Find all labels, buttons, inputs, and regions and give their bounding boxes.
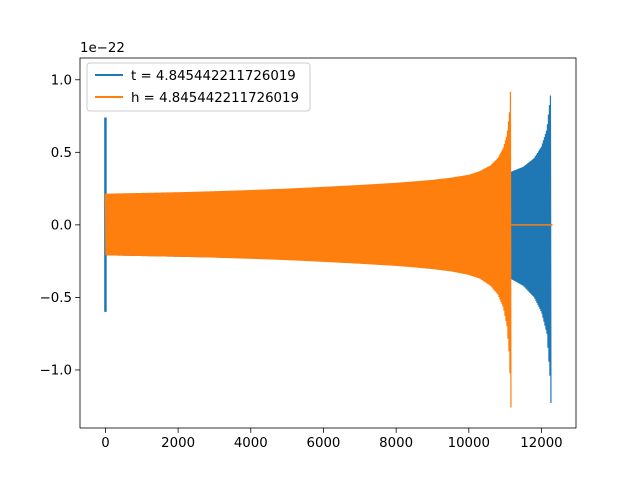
y-tick-label: −0.5: [40, 291, 72, 306]
x-tick-label: 12000: [520, 436, 562, 451]
series-1: [104, 91, 553, 408]
y-tick-label: 0.0: [51, 219, 72, 234]
x-tick-label: 4000: [234, 436, 268, 451]
x-tick-label: 2000: [161, 436, 195, 451]
legend-label-h: h = 4.845442211726019: [131, 91, 299, 106]
x-tick-label: 10000: [448, 436, 490, 451]
x-tick-label: 0: [101, 436, 109, 451]
axes-frame: [79, 57, 577, 429]
series-layer: [104, 91, 553, 408]
y-tick-label: 1.0: [51, 73, 72, 88]
axes-layer: 0 2000 4000 6000 8000 10000 12000 −1.0 −0.5 0.0 0.…: [40, 57, 577, 451]
y-offset-label: 1e−22: [80, 41, 125, 56]
y-tick-label: −1.0: [40, 364, 72, 379]
y-tick-label: 0.5: [51, 146, 72, 161]
legend: t = 4.845442211726019 h = 4.845442211726…: [86, 62, 311, 112]
legend-frame: [86, 62, 311, 112]
legend-label-t: t = 4.845442211726019: [131, 69, 296, 84]
series-1-signal: [104, 91, 512, 408]
x-tick-label: 8000: [379, 436, 413, 451]
x-tick-label: 6000: [306, 436, 340, 451]
